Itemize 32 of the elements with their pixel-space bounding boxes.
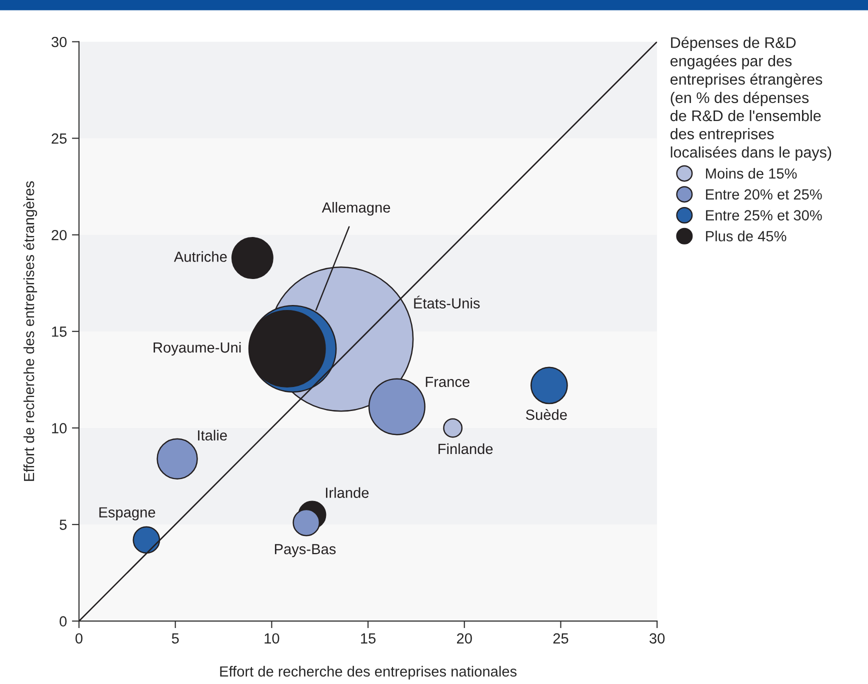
x-tick-label: 25 [553, 633, 568, 644]
annotation: Italie [198, 430, 227, 441]
x-tick-label: 30 [650, 633, 665, 644]
x-tick-label: 15 [361, 633, 376, 644]
y-axis-title: Effort de recherche des entreprises étrangères [23, 181, 38, 481]
legend-label: Entre 25% et 30% [706, 210, 822, 220]
x-tick-label: 0 [76, 633, 82, 644]
y-tick-label: 15 [52, 326, 67, 337]
legend-title: Dépenses de R&D engagées par des entreprises étrangères (en % des dépenses de R&D de l'ensemble des entreprises localisées dans le pays) [670, 36, 832, 161]
x-tick-label: 20 [457, 633, 472, 644]
y-tick-label: 0 [60, 616, 67, 626]
x-tick-label: 5 [172, 633, 179, 644]
y-tick-label: 25 [52, 133, 67, 144]
x-tick-label: 10 [264, 633, 280, 644]
annotation: Royaume-Uni [154, 342, 241, 356]
annotation: Finlande [438, 443, 493, 454]
annotation: Irlande [326, 487, 369, 498]
y-tick-label: 20 [52, 230, 67, 240]
annotation: États-Unis [414, 296, 480, 309]
annotation: Autriche [174, 251, 227, 262]
annotation: Pays-Bas [274, 544, 336, 558]
y-tick-label: 10 [52, 423, 67, 434]
annotation: Suède [526, 409, 567, 420]
x-axis-title: Effort de recherche des entreprises nationales [220, 666, 517, 680]
y-tick-label: 5 [60, 520, 67, 530]
legend-label: Plus de 45% [706, 230, 786, 242]
annotation: Espagne [99, 507, 156, 520]
legend-label: Entre 20% et 25% [706, 189, 822, 200]
annotation: France [426, 376, 470, 388]
y-tick-label: 30 [52, 36, 67, 48]
annotation: Allemagne [322, 202, 390, 216]
legend-label: Moins de 15% [706, 168, 797, 179]
